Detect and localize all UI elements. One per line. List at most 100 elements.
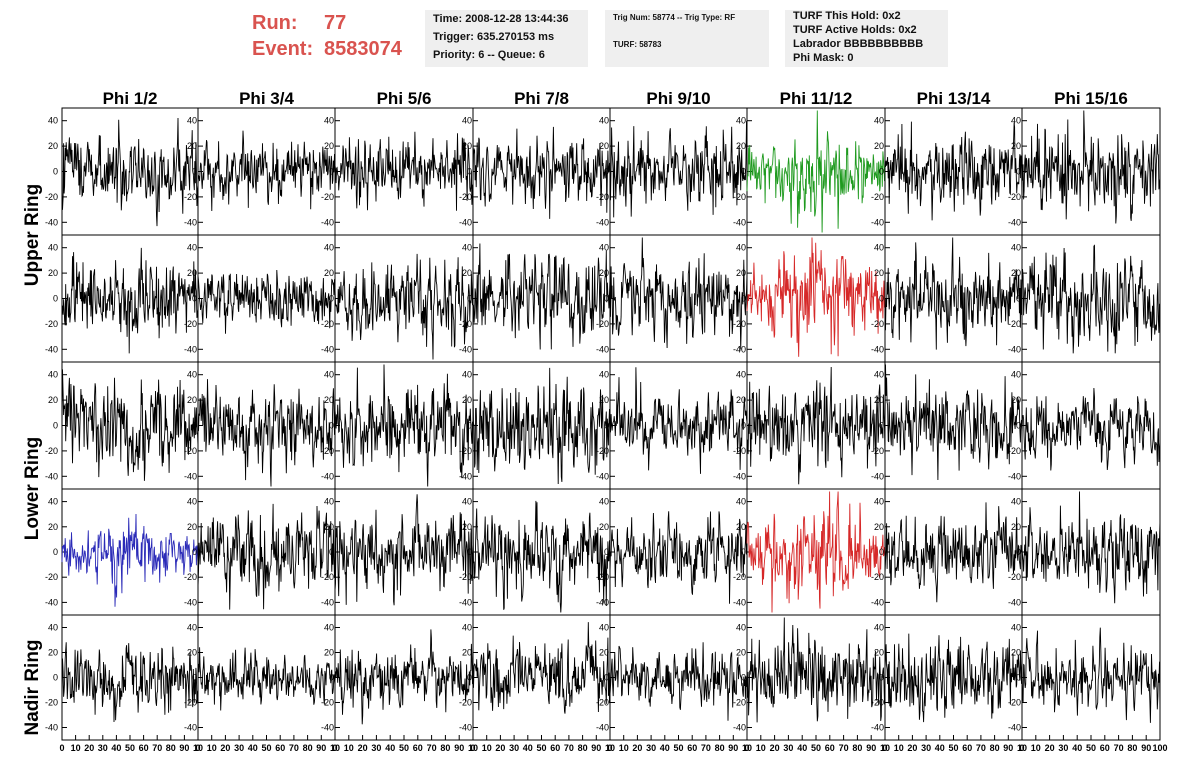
y-tick-label: -20 <box>596 572 609 582</box>
x-tick-label: 60 <box>962 743 972 753</box>
waveform-panel: -40 -20 0 20 40 <box>45 488 199 616</box>
y-tick-label: 40 <box>874 243 884 253</box>
y-tick-label: -20 <box>321 446 334 456</box>
time-info-box: Time: 2008-12-28 13:44:36 Trigger: 635.2… <box>425 10 588 67</box>
x-tick-label: 70 <box>976 743 986 753</box>
y-tick-label: -20 <box>321 572 334 582</box>
x-tick-label: 20 <box>632 743 642 753</box>
ring-label: Nadir Ring <box>22 639 43 735</box>
waveform-panel: -40 -20 0 20 40 <box>871 361 1023 490</box>
y-tick-label: -40 <box>321 597 334 607</box>
x-tick-label: 40 <box>660 743 670 753</box>
waveform-trace <box>334 131 474 211</box>
y-tick-label: -40 <box>45 217 58 227</box>
y-tick-label: 0 <box>879 547 884 557</box>
y-tick-label: -40 <box>184 723 197 733</box>
waveform-panel: -40 -20 0 20 40 <box>459 361 611 490</box>
x-tick-label: 40 <box>523 743 533 753</box>
y-tick-label: 20 <box>48 268 58 278</box>
y-tick-label: 20 <box>324 268 334 278</box>
y-tick-label: 40 <box>874 370 884 380</box>
y-tick-label: 40 <box>187 370 197 380</box>
y-tick-label: 0 <box>192 421 197 431</box>
y-tick-label: 20 <box>48 522 58 532</box>
x-tick-label: 10 <box>344 743 354 753</box>
y-tick-label: -40 <box>45 471 58 481</box>
waveform-trace <box>1021 387 1161 471</box>
x-tick-label: 40 <box>1072 743 1082 753</box>
y-tick-label: 20 <box>874 268 884 278</box>
waveform-trace <box>197 647 336 711</box>
y-tick-label: 20 <box>1011 141 1021 151</box>
y-tick-label: 0 <box>329 294 334 304</box>
y-tick-label: 0 <box>741 547 746 557</box>
y-tick-label: 40 <box>736 623 746 633</box>
x-tick-label: 0 <box>1019 743 1024 753</box>
waveform-trace <box>609 511 748 604</box>
x-tick-label: 60 <box>550 743 560 753</box>
y-tick-label: 20 <box>1011 648 1021 658</box>
y-tick-label: 20 <box>187 141 197 151</box>
waveform-panel: -40 -20 0 20 40 <box>45 361 199 490</box>
waveform-panel: -40 -20 0 20 40 <box>45 107 199 236</box>
y-tick-label: 0 <box>741 167 746 177</box>
x-tick-label: 40 <box>111 743 121 753</box>
waveform-panel: -40 -20 0 20 40 <box>733 234 886 363</box>
waveform-panel: -40 -20 0 20 40 <box>321 488 474 616</box>
y-tick-label: 40 <box>736 370 746 380</box>
x-tick-label: 50 <box>536 743 546 753</box>
y-tick-label: 0 <box>879 673 884 683</box>
y-tick-label: -40 <box>596 217 609 227</box>
waveform-trace <box>197 130 336 212</box>
x-tick-label: 50 <box>811 743 821 753</box>
y-tick-label: 20 <box>48 648 58 658</box>
y-tick-label: 0 <box>1016 547 1021 557</box>
waveform-trace <box>746 617 886 723</box>
y-tick-label: -40 <box>733 471 746 481</box>
y-tick-label: -40 <box>596 471 609 481</box>
trigger-text: Trigger: 635.270153 ms <box>433 31 555 43</box>
y-tick-label: 20 <box>599 141 609 151</box>
x-tick-label: 20 <box>220 743 230 753</box>
y-tick-label: -20 <box>596 446 609 456</box>
x-tick-label: 30 <box>1058 743 1068 753</box>
waveform-trace <box>334 629 474 725</box>
waveform-trace <box>61 247 199 354</box>
x-tick-label: 50 <box>673 743 683 753</box>
waveform-trace <box>884 502 1023 603</box>
column-header: Phi 1/2 <box>103 89 158 108</box>
column-header: Phi 3/4 <box>239 89 294 108</box>
y-tick-label: 40 <box>462 497 472 507</box>
y-tick-label: 20 <box>1011 395 1021 405</box>
y-tick-label: 20 <box>1011 522 1021 532</box>
y-tick-label: 40 <box>1011 497 1021 507</box>
x-tick-label: 70 <box>427 743 437 753</box>
waveform-panel: -40 -20 0 20 40 <box>321 361 474 490</box>
x-tick-label: 10 <box>330 743 340 753</box>
y-tick-label: 40 <box>324 497 334 507</box>
y-tick-label: 0 <box>741 421 746 431</box>
y-tick-label: 20 <box>874 141 884 151</box>
x-tick-label: 20 <box>907 743 917 753</box>
y-tick-label: 0 <box>604 167 609 177</box>
y-tick-label: 0 <box>1016 167 1021 177</box>
waveform-trace <box>472 500 611 613</box>
y-tick-label: -20 <box>45 698 58 708</box>
x-tick-label: 40 <box>248 743 258 753</box>
y-tick-label: 40 <box>48 116 58 126</box>
y-tick-label: 40 <box>1011 243 1021 253</box>
y-tick-label: -40 <box>1008 471 1021 481</box>
y-tick-label: 20 <box>736 395 746 405</box>
y-tick-label: 20 <box>736 648 746 658</box>
y-tick-label: 20 <box>187 648 197 658</box>
waveform-panel: -40 -20 0 20 40 <box>871 234 1023 363</box>
x-tick-label: 80 <box>852 743 862 753</box>
x-tick-label: 0 <box>607 743 612 753</box>
y-tick-label: -40 <box>459 217 472 227</box>
y-tick-label: 0 <box>192 167 197 177</box>
x-tick-label: 100 <box>1152 743 1167 753</box>
x-tick-label: 60 <box>275 743 285 753</box>
waveform-panel: -40 -20 0 20 40 <box>596 107 748 236</box>
